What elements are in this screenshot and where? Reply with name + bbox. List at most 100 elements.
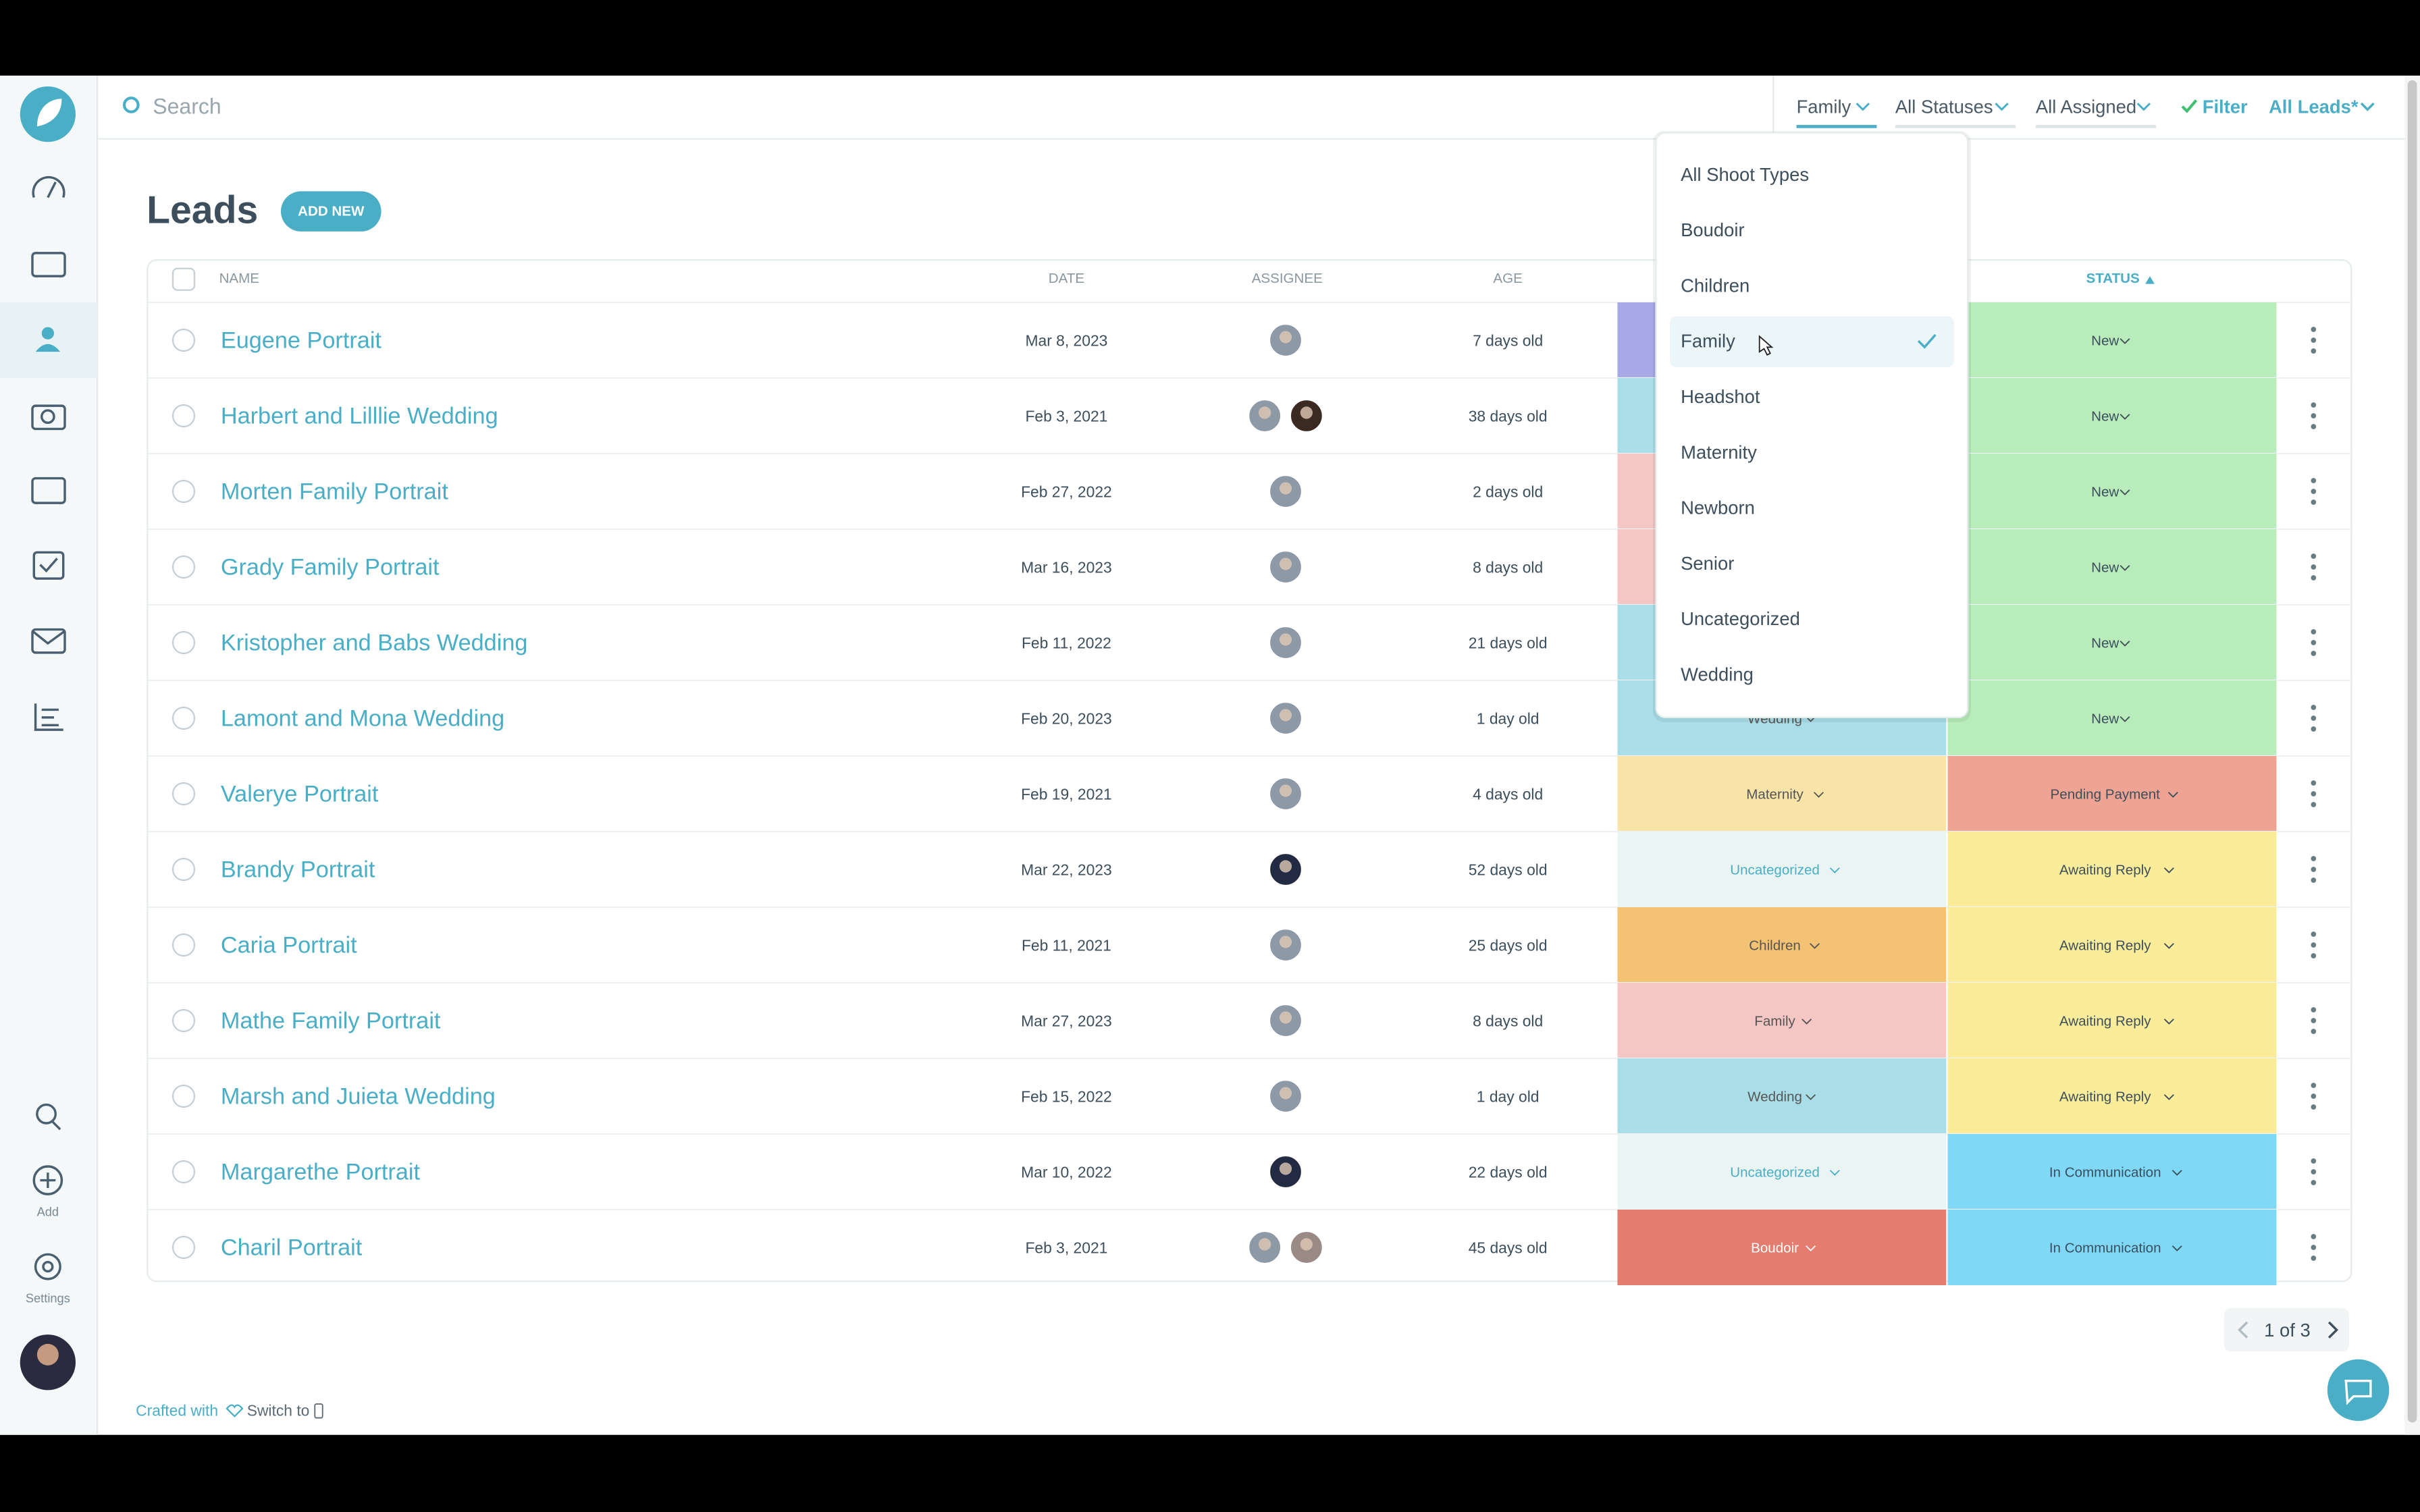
row-menu-dot[interactable]: [2311, 942, 2317, 948]
row-menu-dot[interactable]: [2311, 1169, 2317, 1174]
row-menu-dot[interactable]: [2311, 867, 2317, 872]
lead-name[interactable]: Mathe Family Portrait: [221, 1008, 441, 1033]
row-checkbox[interactable]: [172, 555, 196, 579]
dropdown-option[interactable]: Boudoir: [1681, 219, 1744, 240]
lead-row[interactable]: Caria Portrait Feb 11, 2021 25 days old Chi…: [148, 906, 2351, 983]
row-checkbox[interactable]: [172, 1235, 196, 1260]
row-checkbox[interactable]: [172, 404, 196, 428]
lead-name[interactable]: Margarethe Portrait: [221, 1159, 421, 1185]
row-menu-dot[interactable]: [2311, 716, 2317, 721]
add-new-button[interactable]: [281, 191, 382, 232]
lead-name[interactable]: Lamont and Mona Wedding: [221, 705, 504, 731]
nav-mail[interactable]: [31, 628, 66, 654]
row-checkbox[interactable]: [172, 1008, 196, 1033]
row-checkbox[interactable]: [172, 933, 196, 957]
view-selector[interactable]: All Leads*: [2269, 96, 2359, 117]
lead-name[interactable]: Harbert and Lilllie Wedding: [221, 403, 498, 429]
lead-row[interactable]: Mathe Family Portrait Mar 27, 2023 8 days …: [148, 981, 2351, 1058]
nav-camera[interactable]: [31, 404, 66, 431]
status-cell[interactable]: [1947, 302, 2277, 378]
status-cell[interactable]: [1947, 1210, 2277, 1285]
row-checkbox[interactable]: [172, 630, 196, 655]
status-cell[interactable]: [1947, 1058, 2277, 1134]
row-checkbox[interactable]: [172, 328, 196, 352]
lead-name[interactable]: Kristopher and Babs Wedding: [221, 630, 528, 655]
filter-button[interactable]: Filter: [2203, 96, 2248, 117]
column-header[interactable]: STATUS: [2086, 271, 2140, 286]
row-menu-dot[interactable]: [2311, 1245, 2317, 1250]
row-checkbox[interactable]: [172, 706, 196, 730]
shoot-type-filter[interactable]: Family: [1797, 96, 1851, 117]
column-header[interactable]: ASSIGNEE: [1252, 271, 1323, 286]
row-menu-dot[interactable]: [2311, 1094, 2317, 1099]
row-checkbox[interactable]: [172, 1160, 196, 1184]
row-menu-dot[interactable]: [2311, 338, 2317, 343]
column-header[interactable]: NAME: [219, 271, 259, 286]
nav-settings[interactable]: [34, 1253, 61, 1280]
dropdown-option[interactable]: Family: [1681, 331, 1735, 352]
nav-galleries[interactable]: [31, 477, 66, 504]
status-filter[interactable]: All Statuses: [1895, 96, 1993, 117]
dropdown-option[interactable]: Wedding: [1681, 664, 1754, 684]
shoot-type-cell[interactable]: [1617, 907, 1947, 983]
select-all-checkbox[interactable]: [172, 267, 196, 291]
lead-row[interactable]: Valerye Portrait Feb 19, 2021 4 days old Ma…: [148, 755, 2351, 832]
search-input[interactable]: Search: [153, 94, 221, 118]
lead-row[interactable]: Charil Portrait Feb 3, 2021 45 days old Bou…: [148, 1208, 2351, 1285]
chat-button[interactable]: [2327, 1359, 2390, 1422]
lead-name[interactable]: Morten Family Portrait: [221, 479, 448, 504]
column-header[interactable]: DATE: [1049, 271, 1084, 286]
prev-page[interactable]: [2238, 1321, 2248, 1339]
dropdown-option[interactable]: Senior: [1681, 553, 1734, 574]
lead-name[interactable]: Grady Family Portrait: [221, 554, 440, 580]
row-menu-dot[interactable]: [2311, 489, 2317, 494]
shoot-type-cell[interactable]: [1617, 1210, 1947, 1285]
status-cell[interactable]: [1947, 756, 2277, 832]
nav-contacts[interactable]: [31, 252, 66, 277]
lead-name[interactable]: Caria Portrait: [221, 932, 357, 958]
lead-name[interactable]: Valerye Portrait: [221, 781, 379, 807]
row-checkbox[interactable]: [172, 479, 196, 504]
status-cell[interactable]: [1947, 983, 2277, 1058]
status-cell[interactable]: [1947, 454, 2277, 529]
lead-name[interactable]: Eugene Portrait: [221, 327, 382, 353]
status-cell[interactable]: [1947, 832, 2277, 907]
dropdown-option[interactable]: Uncategorized: [1681, 608, 1800, 629]
nav-add[interactable]: [32, 1165, 63, 1195]
lead-row[interactable]: Marsh and Juieta Wedding Feb 15, 2022 1 da…: [148, 1057, 2351, 1134]
dropdown-option[interactable]: All Shoot Types: [1681, 164, 1809, 185]
dropdown-option[interactable]: Headshot: [1681, 386, 1760, 407]
status-cell[interactable]: [1947, 605, 2277, 680]
status-cell[interactable]: [1947, 1134, 2277, 1210]
shoot-type-cell[interactable]: [1617, 1058, 1947, 1134]
lead-name[interactable]: Marsh and Juieta Wedding: [221, 1083, 496, 1109]
row-menu-dot[interactable]: [2311, 791, 2317, 796]
status-cell[interactable]: [1947, 680, 2277, 756]
row-checkbox[interactable]: [172, 782, 196, 806]
nav-search[interactable]: [36, 1103, 57, 1125]
dropdown-option[interactable]: Maternity: [1681, 441, 1757, 462]
nav-reports[interactable]: [34, 703, 63, 731]
lead-name[interactable]: Charil Portrait: [221, 1235, 363, 1260]
shoot-type-cell[interactable]: [1617, 983, 1947, 1058]
shoot-type-cell[interactable]: [1617, 1134, 1947, 1210]
nav-leads[interactable]: [41, 327, 54, 340]
assigned-filter[interactable]: All Assigned: [2036, 96, 2136, 117]
row-menu-dot[interactable]: [2311, 564, 2317, 570]
dropdown-option[interactable]: Children: [1681, 275, 1750, 296]
footer-switch[interactable]: Switch to: [247, 1401, 310, 1419]
shoot-type-cell[interactable]: [1617, 756, 1947, 832]
nav-tasks[interactable]: [32, 551, 65, 580]
status-cell[interactable]: [1947, 378, 2277, 454]
status-cell[interactable]: [1947, 907, 2277, 983]
column-header[interactable]: AGE: [1493, 271, 1522, 286]
row-menu-dot[interactable]: [2311, 1018, 2317, 1023]
next-page[interactable]: [2327, 1321, 2338, 1339]
row-menu-dot[interactable]: [2311, 640, 2317, 645]
lead-row[interactable]: Margarethe Portrait Mar 10, 2022 22 days o…: [148, 1133, 2351, 1210]
nav-dashboard[interactable]: [32, 176, 65, 198]
status-cell[interactable]: [1947, 529, 2277, 605]
shoot-type-cell[interactable]: [1617, 832, 1947, 907]
row-checkbox[interactable]: [172, 1084, 196, 1108]
dropdown-option[interactable]: Newborn: [1681, 497, 1755, 518]
